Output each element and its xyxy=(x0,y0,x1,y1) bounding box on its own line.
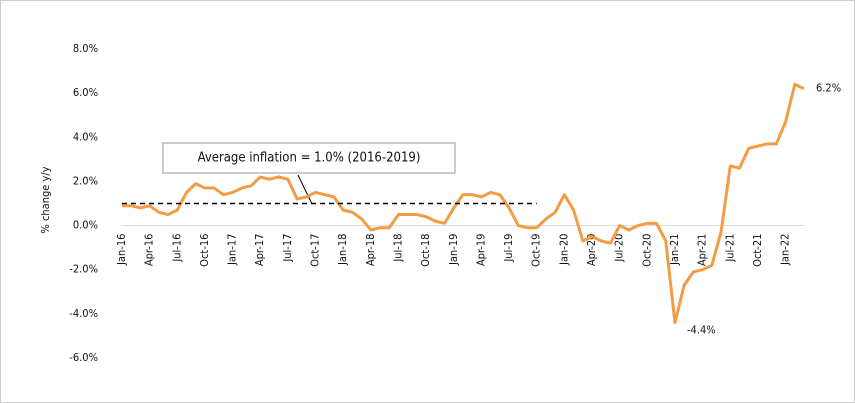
x-tick-label: Apr-17 xyxy=(253,234,266,267)
x-tick-label: Jul-19 xyxy=(502,234,515,263)
x-tick-label: Jan-22 xyxy=(779,234,792,266)
x-tick-label: Jan-20 xyxy=(557,234,570,266)
y-tick-label: 8.0% xyxy=(73,42,98,55)
x-tick-label: Jul-21 xyxy=(723,234,736,263)
y-tick-label: 2.0% xyxy=(73,174,98,187)
x-tick-label: Apr-18 xyxy=(364,234,377,267)
y-tick-label: 0.0% xyxy=(73,219,98,232)
x-tick-label: Apr-20 xyxy=(585,234,598,267)
y-tick-label: 4.0% xyxy=(73,130,98,143)
y-axis-label: % change y/y xyxy=(39,166,52,233)
x-tick-label: Apr-19 xyxy=(474,234,487,267)
x-tick-label: Jul-16 xyxy=(170,234,183,263)
y-tick-label: -4.0% xyxy=(69,307,98,320)
x-tick-label: Oct-21 xyxy=(751,234,764,267)
annotation-leader xyxy=(297,174,313,205)
x-tick-label: Jul-18 xyxy=(391,234,404,263)
data-label: 6.2% xyxy=(816,82,841,95)
y-tick-label: 6.0% xyxy=(73,86,98,99)
x-tick-label: Jul-17 xyxy=(281,234,294,263)
x-tick-label: Apr-21 xyxy=(696,234,709,267)
x-tick-label: Jan-18 xyxy=(336,234,349,266)
x-tick-label: Jan-21 xyxy=(668,234,681,266)
x-tick-label: Oct-19 xyxy=(530,234,543,267)
data-label: -4.4% xyxy=(687,324,716,337)
x-tick-label: Oct-17 xyxy=(309,234,322,267)
x-tick-label: Jan-17 xyxy=(226,234,239,266)
annotation-box xyxy=(162,142,456,174)
x-tick-label: Jan-16 xyxy=(115,234,128,266)
annotation: Average inflation = 1.0% (2016-2019) xyxy=(198,151,421,166)
x-tick-label: Jan-19 xyxy=(447,234,460,266)
data-line xyxy=(122,82,805,325)
y-tick-label: -6.0% xyxy=(69,351,98,364)
x-tick-label: Oct-20 xyxy=(640,234,653,267)
x-tick-label: Jul-20 xyxy=(613,234,626,263)
x-tick-label: Oct-18 xyxy=(419,234,432,267)
x-tick-label: Oct-16 xyxy=(198,234,211,267)
y-tick-label: -2.0% xyxy=(69,263,98,276)
x-tick-label: Apr-16 xyxy=(143,234,156,267)
